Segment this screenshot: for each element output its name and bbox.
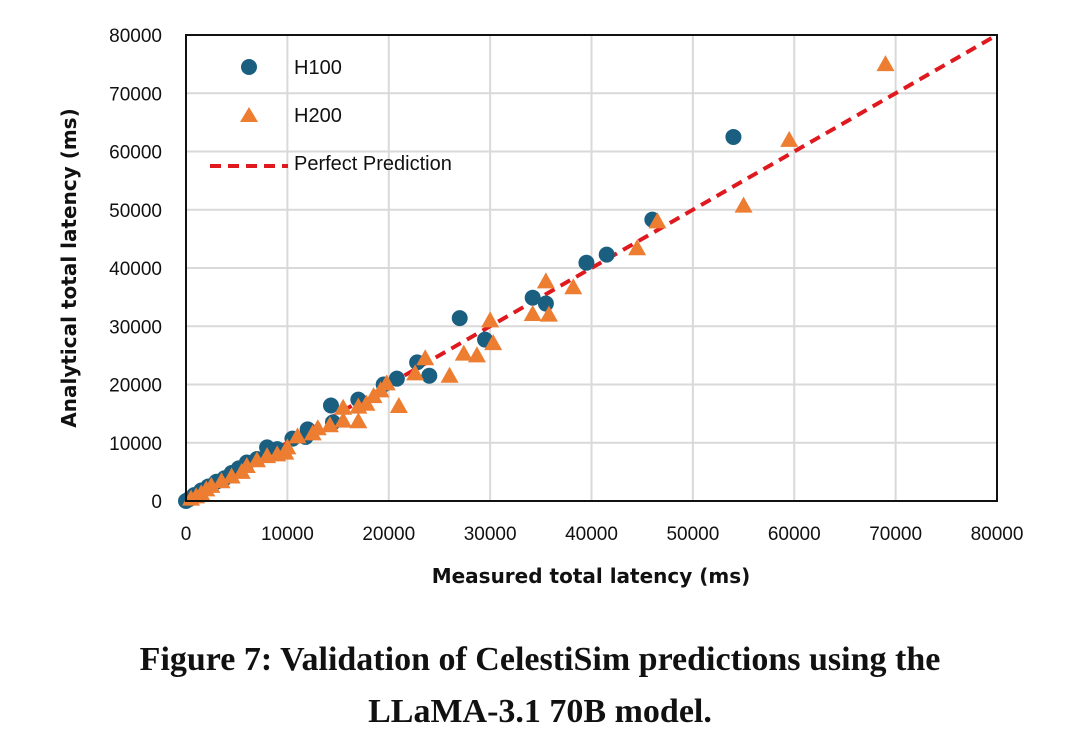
y-tick-label: 40000 [109, 259, 162, 280]
y-tick-label: 10000 [109, 434, 162, 455]
h200-point [334, 411, 353, 428]
y-tick-labels: 0 10000 20000 30000 40000 50000 60000 70000 8000… [109, 26, 162, 513]
legend-label-perfect-prediction: Perfect Prediction [294, 153, 452, 175]
plot-frame [185, 34, 998, 502]
h200-point [377, 374, 396, 391]
x-axis-label: Measured total latency (ms) [432, 564, 751, 588]
h200-point [484, 334, 503, 351]
h100-point [451, 310, 468, 327]
h200-point [416, 349, 435, 366]
h200-point [247, 451, 266, 468]
h200-point [389, 397, 408, 414]
perfect-prediction-line [185, 33, 998, 503]
caption-line-1: Figure 7: Validation of CelestiSim predi… [139, 641, 941, 678]
h200-point [320, 416, 339, 433]
x-tick-labels: 0 10000 20000 30000 40000 50000 60000 70000 8000… [181, 524, 1024, 545]
h100-point [578, 254, 595, 271]
legend: H100 H200 Perfect Prediction [210, 57, 452, 175]
h100-point [421, 367, 438, 384]
y-tick-label: 80000 [109, 26, 162, 47]
legend-label-h100: H100 [294, 57, 342, 79]
y-tick-label: 60000 [109, 143, 162, 164]
x-tick-label: 40000 [565, 524, 618, 545]
h200-point [734, 196, 753, 213]
h200-point [780, 130, 799, 147]
x-tick-label: 10000 [261, 524, 314, 545]
h200-point [278, 438, 297, 455]
h100-point [725, 128, 742, 145]
y-tick-label: 30000 [109, 317, 162, 338]
h100-point [322, 397, 339, 414]
y-axis-label: Analytical total latency (ms) [57, 108, 81, 427]
x-tick-label: 30000 [464, 524, 517, 545]
h200-point [454, 344, 473, 361]
h200-point [481, 311, 500, 328]
x-tick-label: 80000 [971, 524, 1024, 545]
h100-point [598, 246, 615, 263]
h200-point [406, 364, 425, 381]
h200-point [467, 346, 486, 363]
h200-point [628, 239, 647, 256]
h200-point [334, 398, 353, 415]
data-points [178, 55, 895, 509]
x-tick-label: 0 [181, 524, 192, 545]
h100-point [388, 370, 405, 387]
h200-point [288, 427, 307, 444]
h200-point [349, 412, 368, 429]
legend-marker-h200 [240, 107, 258, 122]
caption-line-2: LLaMA-3.1 70B model. [368, 693, 712, 730]
h200-point [523, 305, 542, 322]
x-tick-label: 70000 [869, 524, 922, 545]
x-tick-label: 50000 [666, 524, 719, 545]
h100-point [524, 289, 541, 306]
x-tick-label: 60000 [768, 524, 821, 545]
h200-point [564, 278, 583, 295]
h200-point [648, 212, 667, 229]
h200-point [539, 305, 558, 322]
y-tick-label: 20000 [109, 376, 162, 397]
figure-caption: Figure 7: Validation of CelestiSim predi… [0, 634, 1080, 738]
y-tick-label: 70000 [109, 84, 162, 105]
h200-point [212, 472, 231, 489]
h200-point [237, 457, 256, 474]
y-tick-label: 50000 [109, 201, 162, 222]
legend-label-h200: H200 [294, 105, 342, 127]
h200-point [876, 55, 895, 72]
h200-point [222, 467, 241, 484]
y-tick-label: 0 [151, 492, 162, 513]
h200-point [536, 272, 555, 289]
legend-marker-h100 [241, 59, 257, 75]
x-tick-label: 20000 [362, 524, 415, 545]
h200-point [440, 366, 459, 383]
h200-point [202, 476, 221, 493]
